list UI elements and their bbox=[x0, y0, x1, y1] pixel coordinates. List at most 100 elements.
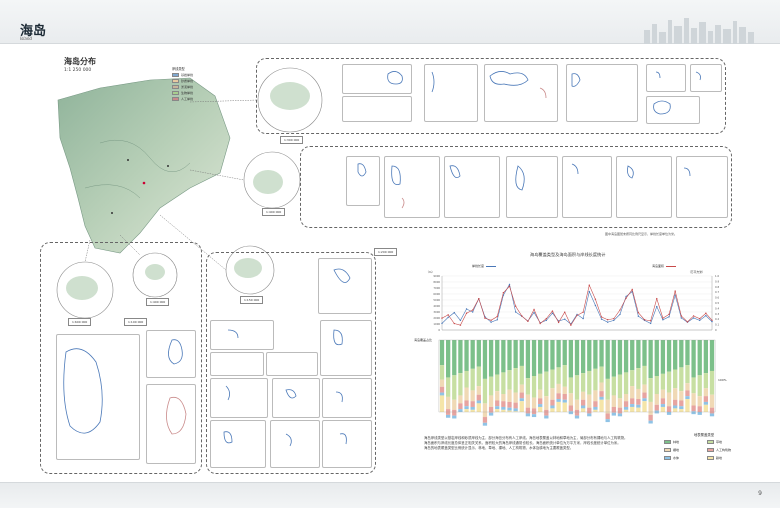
data-point-left bbox=[514, 311, 517, 313]
cover-bar-segment bbox=[605, 378, 610, 400]
island-card bbox=[320, 320, 372, 376]
cover-bar-segment bbox=[562, 340, 567, 366]
cover-bar-segment bbox=[673, 408, 678, 412]
cover-bar-segment bbox=[642, 392, 647, 399]
cover-bar-segment bbox=[679, 391, 684, 401]
cover-bar-segment bbox=[562, 394, 567, 400]
cover-bar-segment bbox=[476, 366, 481, 387]
cover-bar-segment bbox=[439, 392, 445, 396]
cover-bar-segment bbox=[623, 401, 629, 407]
data-point-left bbox=[705, 314, 707, 317]
cover-bar-segment bbox=[685, 399, 690, 412]
cover-bar-segment bbox=[605, 340, 610, 379]
cover-bar-segment bbox=[495, 391, 500, 401]
data-point-right bbox=[680, 315, 683, 317]
cover-bar-segment bbox=[587, 340, 592, 371]
data-point-left bbox=[447, 316, 449, 319]
cover-bar-segment bbox=[691, 377, 696, 394]
cover-bar-segment bbox=[476, 340, 481, 367]
cover-bar-segment bbox=[685, 365, 690, 384]
cover-bar-segment bbox=[562, 365, 567, 387]
data-point-right bbox=[502, 292, 505, 294]
cover-bar-segment bbox=[482, 403, 488, 418]
cover-bar-segment bbox=[482, 422, 488, 426]
y-right-tick-label: 0.9 bbox=[715, 279, 719, 283]
island-card bbox=[210, 420, 266, 468]
cover-bar-segment bbox=[495, 400, 500, 407]
cover-bar-segment bbox=[580, 408, 586, 412]
cover-bar-segment bbox=[445, 414, 451, 418]
cover-bar-segment bbox=[580, 399, 586, 406]
cover-bar-segment bbox=[574, 409, 580, 416]
cover-bar-segment bbox=[666, 340, 672, 372]
data-point-right bbox=[705, 312, 707, 314]
data-point-left bbox=[619, 313, 621, 316]
y-right-unit: （万平方米） bbox=[688, 270, 705, 274]
cover-bar-segment bbox=[605, 413, 610, 420]
data-point-left bbox=[441, 322, 443, 325]
cover-bar-segment bbox=[445, 340, 451, 378]
description-paragraph: 海岛岸线类型以基岩岸线和砂质岸线为主，部分海岛分布有人工岸线。海岛地表覆盖以林地… bbox=[424, 436, 628, 440]
data-point-right bbox=[668, 313, 670, 316]
cover-bar-segment bbox=[544, 396, 549, 410]
island-card bbox=[616, 156, 672, 218]
cover-bar-segment bbox=[525, 378, 531, 395]
cover-bar-segment bbox=[697, 406, 702, 412]
island-card bbox=[676, 156, 728, 218]
data-point-left bbox=[711, 320, 713, 323]
inset-scale-1: 1:300 000 bbox=[280, 136, 304, 144]
data-point-right bbox=[711, 319, 713, 321]
description-paragraph: 海岛的地表覆盖类型比例统计显示，林地、草地、裸地、人工构筑物、水体及耕地为主要覆… bbox=[424, 446, 574, 450]
cover-bar-segment bbox=[660, 340, 666, 374]
page-footer: 9 bbox=[0, 482, 780, 508]
cover-bar-segment bbox=[673, 369, 678, 389]
cover-bar-segment bbox=[519, 392, 524, 399]
chart-panel: 海岛覆盖类型及海岛面积与岸线长度统计 岸线长度 海岛面积 （m） （万平方米） … bbox=[414, 248, 740, 480]
legend-item-bedrock: 基岩岸线 bbox=[172, 73, 193, 77]
cover-bar-segment bbox=[495, 406, 500, 410]
cover-bar-segment bbox=[703, 340, 709, 374]
data-point-left bbox=[613, 319, 615, 322]
data-point-right bbox=[557, 321, 560, 324]
cover-bar-segment bbox=[452, 409, 457, 416]
cover-bar-segment bbox=[501, 340, 506, 373]
cover-bar-segment bbox=[513, 368, 518, 393]
cover-bar-segment bbox=[531, 408, 537, 415]
island-card bbox=[424, 64, 478, 122]
cover-bar-segment bbox=[636, 407, 641, 412]
data-point-right bbox=[576, 314, 578, 317]
inset-scale-2: 1:400 000 bbox=[262, 208, 286, 216]
cover-bar-segment bbox=[679, 340, 684, 368]
cover-bar-segment bbox=[642, 384, 647, 393]
cover-bar-segment bbox=[538, 389, 543, 399]
island-card bbox=[506, 156, 558, 218]
cover-bar-segment bbox=[691, 393, 696, 406]
cover-bar-segment bbox=[623, 394, 629, 402]
island-group-center bbox=[206, 252, 376, 474]
data-point-left bbox=[637, 315, 640, 317]
cover-bar-segment bbox=[458, 373, 463, 396]
cover-bar-segment bbox=[617, 413, 623, 417]
data-point-right bbox=[649, 320, 652, 322]
cover-bar-segment bbox=[513, 392, 518, 403]
cover-bar-segment bbox=[507, 370, 512, 390]
cover-bar-segment bbox=[697, 375, 702, 397]
data-point-right bbox=[674, 290, 676, 292]
cover-bar-segment bbox=[531, 397, 537, 409]
cover-bar-segment bbox=[574, 340, 580, 376]
cover-bar-segment bbox=[476, 386, 481, 395]
y-right-tick-label: 0.2 bbox=[715, 317, 719, 321]
cover-bar-segment bbox=[617, 340, 623, 375]
data-point-left bbox=[471, 311, 474, 313]
data-point-left bbox=[582, 317, 584, 320]
cover-bar-segment bbox=[630, 340, 635, 371]
data-point-right bbox=[514, 305, 517, 307]
y-right-tick-label: 1.0 bbox=[715, 274, 719, 278]
inset-scale-7: 1:200 000 bbox=[374, 248, 398, 256]
cover-bar-segment bbox=[482, 417, 488, 423]
cover-legend-forest: 林地 bbox=[664, 440, 701, 444]
island-card bbox=[444, 156, 500, 218]
cover-bar-segment bbox=[666, 392, 672, 407]
data-point-right bbox=[453, 322, 455, 325]
cover-bar-segment bbox=[538, 406, 543, 412]
